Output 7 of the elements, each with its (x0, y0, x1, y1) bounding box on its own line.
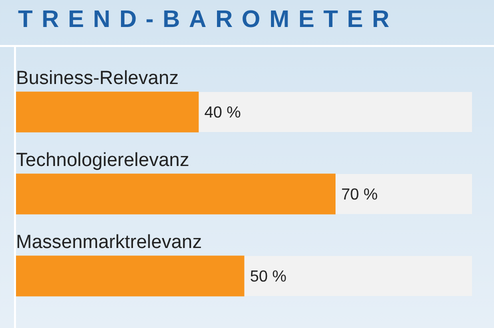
data-label: 70 % (341, 186, 378, 204)
data-label: 40 % (204, 104, 241, 122)
data-label: 50 % (250, 268, 286, 286)
y-tick-label: Massenmarktrelevanz (16, 232, 202, 254)
y-tick-label: Business-Relevanz (16, 68, 179, 90)
chart-title: TREND-BAROMETER (18, 6, 398, 34)
y-tick-label: Technologierelevanz (16, 150, 190, 172)
